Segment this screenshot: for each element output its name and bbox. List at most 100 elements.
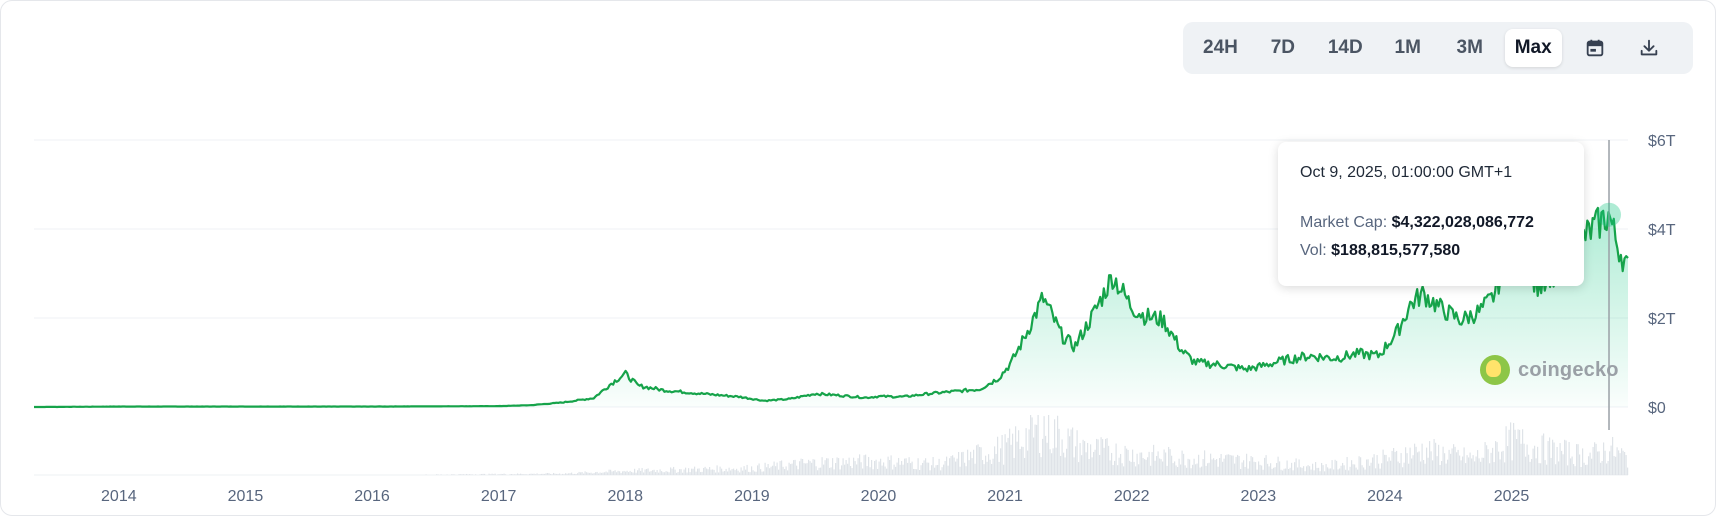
volume-bar [1031,417,1033,475]
volume-bar [869,467,871,475]
volume-bar [751,466,753,475]
volume-bar [1139,452,1141,475]
volume-bar [1228,454,1230,475]
volume-bar [713,469,715,475]
volume-bar [1474,461,1476,475]
volume-bar [950,456,952,475]
volume-bar [878,461,880,475]
volume-bar [1096,438,1098,475]
volume-bar [482,473,484,475]
volume-bar [1223,458,1225,475]
volume-bar [1453,444,1455,475]
volume-bar [1294,462,1296,475]
volume-bar [1408,463,1410,475]
volume-bar [574,473,576,475]
volume-bar [845,460,847,475]
volume-bar [734,470,736,475]
range-3m-button[interactable]: 3M [1443,29,1497,67]
volume-bar [1375,468,1377,475]
volume-bar [524,474,526,475]
volume-bar [611,471,613,475]
volume-bar [608,469,610,475]
volume-bar [1159,458,1161,475]
volume-bar [464,474,466,475]
volume-bar [758,463,760,475]
volume-bar [1559,443,1561,475]
volume-bar [1112,465,1114,475]
volume-bar [746,464,748,475]
volume-bar [1327,467,1329,475]
volume-bar [577,473,579,475]
volume-bar [437,474,439,475]
volume-bar [862,468,864,475]
volume-bar [1439,465,1441,475]
volume-bar [722,471,724,475]
volume-bar [446,474,448,475]
volume-bar [1312,463,1314,475]
volume-bar [937,464,939,475]
volume-bar [532,473,534,475]
volume-bar [1148,451,1150,475]
volume-bar [1358,456,1360,475]
volume-bar [757,465,759,475]
volume-bar [1057,415,1059,475]
volume-bar [1622,450,1624,475]
calendar-button[interactable] [1570,29,1620,67]
volume-bar [646,468,648,475]
volume-bar [952,455,954,475]
range-max-button[interactable]: Max [1504,29,1562,67]
volume-bar [505,474,507,475]
volume-bar [1144,459,1146,475]
volume-bar [653,469,655,475]
download-button[interactable] [1624,29,1674,67]
volume-bar [1291,462,1293,475]
volume-bar [1432,460,1434,475]
volume-bar [1012,433,1014,475]
volume-bar [976,445,978,475]
volume-bar [1406,453,1408,475]
volume-bar [676,472,678,475]
range-14d-button[interactable]: 14D [1318,29,1373,67]
x-tick-label: 2019 [734,488,770,505]
volume-bar [1258,461,1260,475]
volume-bar [851,468,853,475]
volume-bar [1099,454,1101,475]
volume-bar [865,454,867,475]
volume-bar [637,470,639,475]
volume-bar [1504,462,1506,475]
volume-bar [1340,465,1342,475]
volume-bar [989,459,991,475]
volume-bar [920,465,922,475]
volume-bar [941,467,943,475]
volume-bar [1535,458,1537,475]
volume-bar [1225,455,1227,475]
volume-bar [1591,458,1593,475]
range-24h-button[interactable]: 24H [1193,29,1248,67]
range-1m-button[interactable]: 1M [1381,29,1435,67]
volume-bar [451,474,453,475]
volume-bar [863,455,865,475]
volume-bar [1589,452,1591,475]
volume-bar [488,473,490,475]
volume-bar [1537,446,1539,475]
range-7d-button[interactable]: 7D [1256,29,1310,67]
volume-bar [745,469,747,475]
volume-bar [539,474,541,475]
volume-bar [985,455,987,475]
volume-bar [1420,461,1422,475]
volume-bar [1339,468,1341,475]
volume-bar [1562,454,1564,475]
volume-bar [1142,458,1144,475]
volume-bar [500,473,502,475]
volume-bar [1009,428,1011,475]
volume-bar [1262,469,1264,475]
volume-bar [965,466,967,475]
volume-bar [755,471,757,475]
volume-bar [817,470,819,475]
volume-bar [1325,464,1327,475]
volume-bar [1565,440,1567,475]
volume-bar [943,464,945,475]
volume-bar [829,467,831,475]
volume-bar [961,452,963,475]
